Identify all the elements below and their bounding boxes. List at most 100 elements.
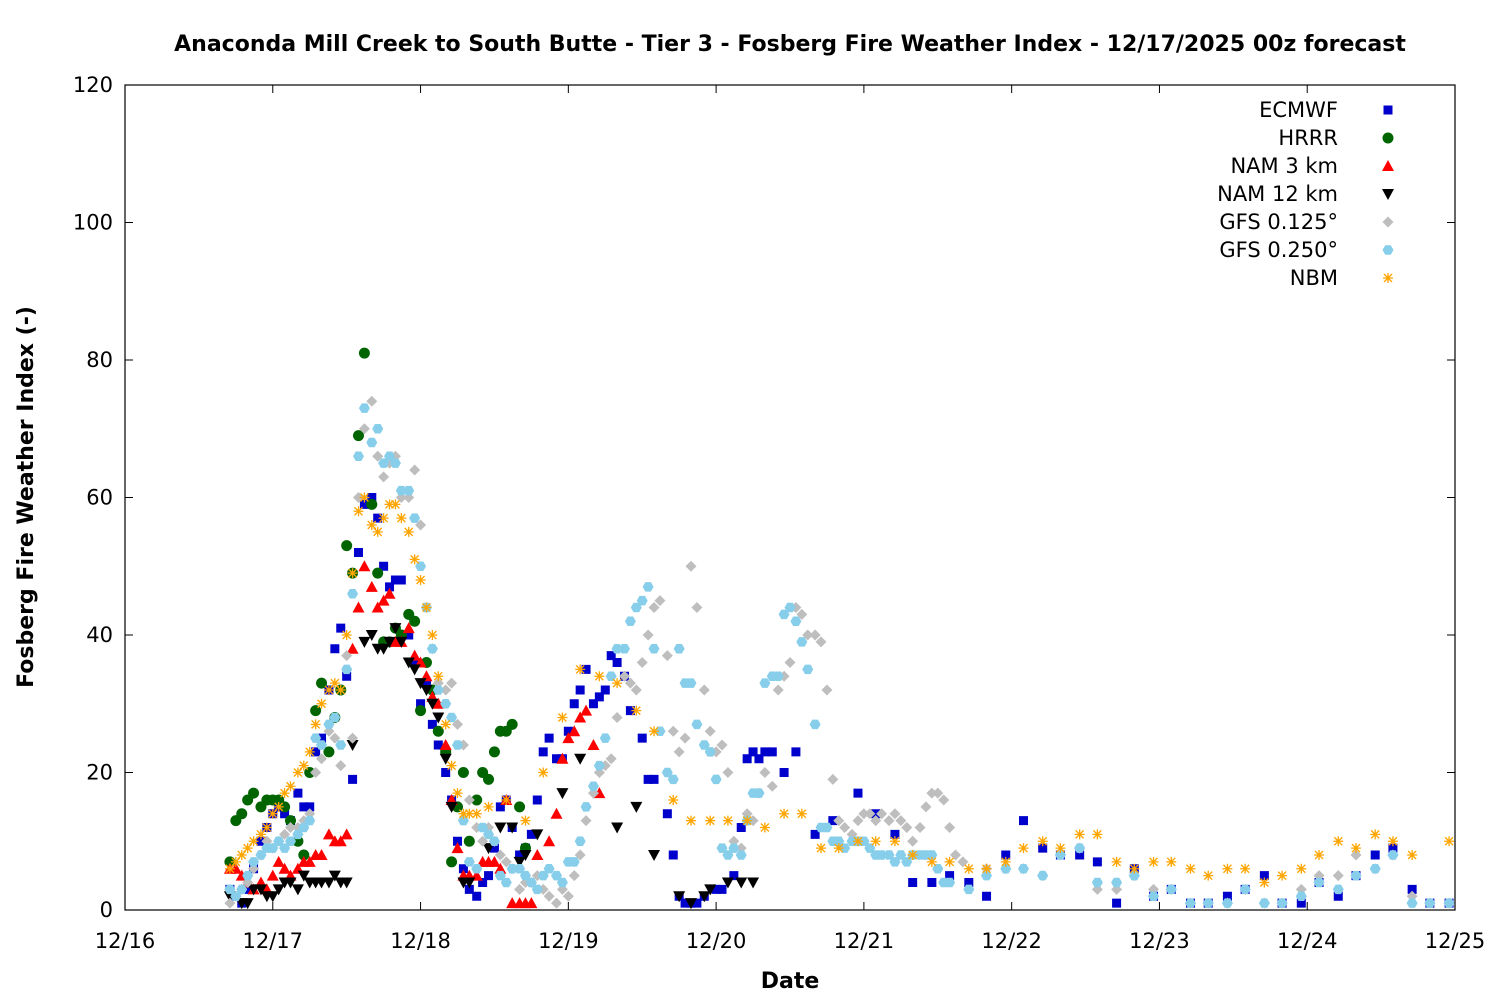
data-point [482,843,495,855]
data-point [580,815,592,827]
data-point [488,855,501,867]
data-point [415,705,427,717]
data-point [1037,870,1049,881]
data-point [531,829,544,841]
data-point [1055,843,1066,854]
data-point [316,740,327,750]
data-point [500,877,512,888]
data-point [802,664,814,675]
data-point [784,657,796,668]
data-point [272,855,285,867]
data-point [1129,863,1140,874]
data-point [551,870,562,881]
data-point [748,747,758,757]
data-point [494,870,506,881]
data-point [440,719,451,730]
data-point [612,658,622,667]
data-point [704,725,716,737]
data-point [335,685,346,695]
data-point [668,795,679,805]
data-point [453,836,462,846]
data-point [790,616,802,626]
data-point [366,437,378,448]
data-point [833,815,845,827]
data-point [1332,884,1344,895]
data-point [587,739,600,750]
data-point [1128,870,1140,881]
data-point [415,561,427,571]
data-point [704,747,716,757]
data-point [883,850,895,860]
data-point [649,726,660,737]
data-point [1407,884,1417,894]
data-point [1202,898,1214,908]
data-point [495,802,505,812]
data-point [926,850,938,860]
data-point [876,850,888,860]
legend-marker [1382,132,1394,144]
data-point [1148,856,1159,867]
data-point [938,794,950,806]
data-point [236,850,247,860]
data-point [704,884,717,896]
data-point [1370,850,1380,860]
data-point [778,609,790,620]
data-point [759,678,771,688]
data-point [901,822,913,833]
data-point [1221,898,1233,908]
data-point [625,706,635,716]
data-point [1222,891,1232,901]
data-point [483,801,494,812]
data-point [358,636,371,648]
data-point [557,712,568,723]
data-point [224,884,236,895]
data-point [242,870,254,881]
data-point [710,774,722,785]
data-point [944,822,956,833]
data-point [667,774,679,785]
data-point [605,753,617,765]
data-point [630,801,643,813]
data-point [684,898,697,910]
data-point [372,450,384,462]
x-tick-label: 12/20 [686,929,747,953]
data-point [796,608,808,620]
data-point [716,843,728,853]
data-point [463,835,475,847]
data-point [330,644,340,654]
data-point [341,650,353,662]
data-point [901,857,913,867]
data-point [409,464,421,476]
data-point [396,575,406,585]
data-point [594,671,605,682]
data-point [643,774,653,784]
data-point [335,760,347,772]
data-point [390,499,401,510]
data-point [1350,843,1361,854]
data-point [1111,877,1123,888]
y-tick-label: 40 [86,623,113,647]
data-point [359,492,370,503]
data-point [243,884,253,894]
data-point [543,864,555,874]
data-point [736,823,746,832]
series-nam-12-km [223,623,760,910]
data-point [574,753,587,765]
data-point [1296,863,1307,874]
data-point [261,822,272,833]
data-point [310,719,321,730]
data-point [588,781,599,791]
data-point [667,725,679,737]
data-point [754,754,764,764]
data-point [562,732,575,744]
data-point [519,850,532,861]
x-tick-label: 12/18 [390,929,451,953]
data-point [815,636,827,648]
data-point [241,898,254,910]
data-point [556,877,568,888]
data-point [1112,898,1122,908]
data-point [1037,836,1048,847]
data-point [410,658,420,667]
data-point [372,424,384,434]
data-point [342,671,352,681]
